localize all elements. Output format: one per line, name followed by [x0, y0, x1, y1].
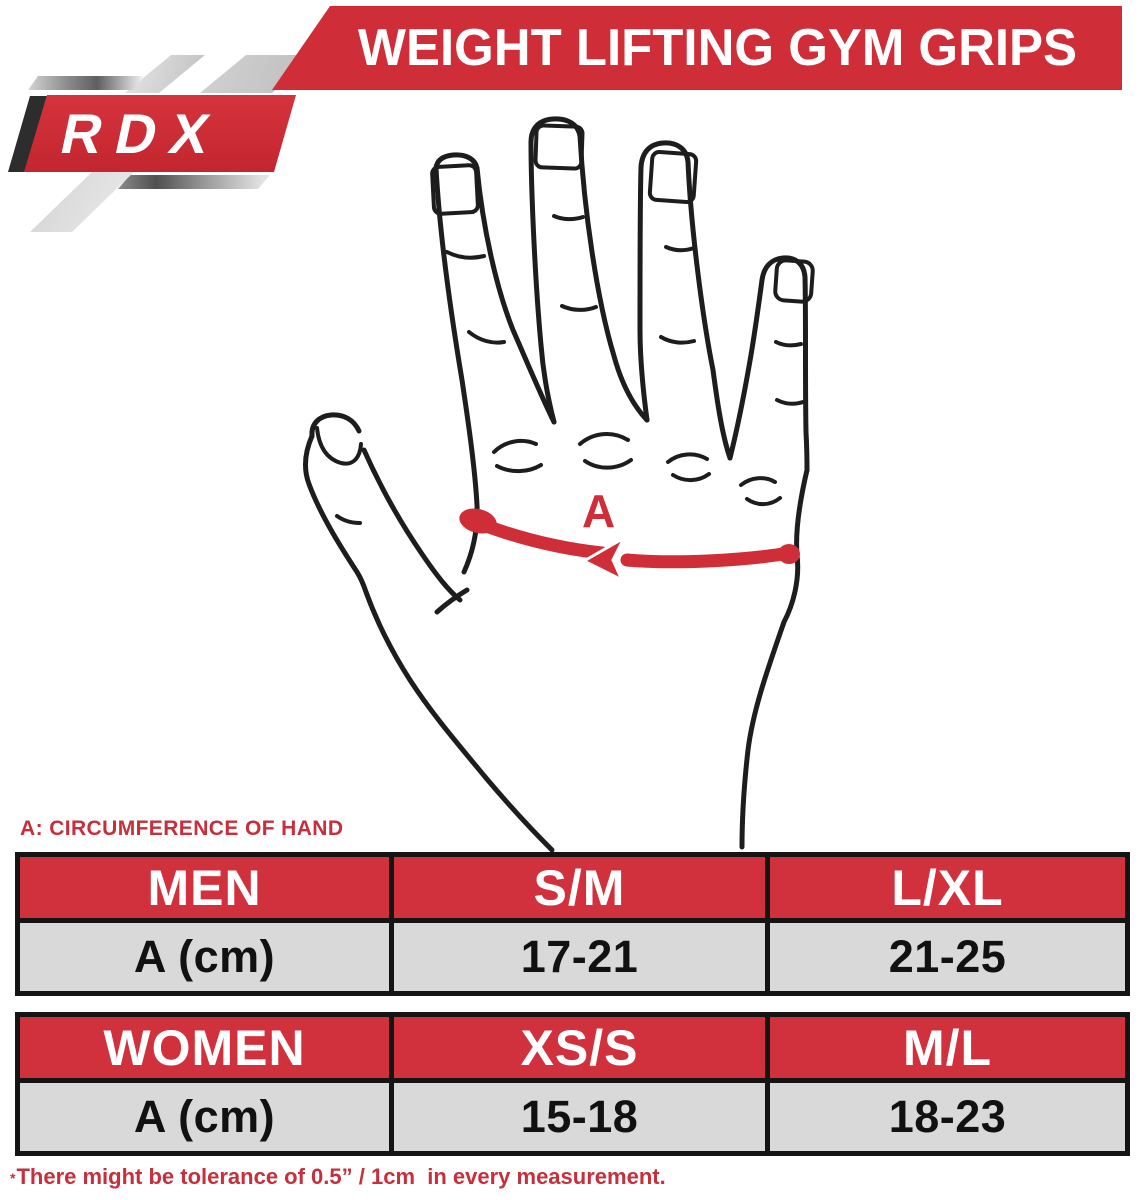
- size-table-women: WOMEN XS/S M/L A (cm) 15-18 18-23: [15, 1012, 1130, 1156]
- table-data-cell: A (cm): [20, 923, 394, 991]
- table-header-cell: M/L: [902, 1019, 993, 1076]
- page-title: WEIGHT LIFTING GYM GRIPS: [358, 19, 1078, 77]
- footnote-marker: *: [10, 1170, 16, 1186]
- footnote-text: There might be tolerance of 0.5” / 1cm i…: [16, 1164, 666, 1189]
- table-header-cell: XS/S: [394, 1017, 770, 1078]
- measure-note: A: CIRCUMFERENCE OF HAND: [20, 817, 344, 840]
- thin-stripe-above-logo: [28, 76, 143, 90]
- table-data-cell: A (cm): [20, 1083, 394, 1151]
- table-header-cell: WOMEN: [20, 1017, 394, 1078]
- men-data-row: A (cm) 17-21 21-25: [20, 923, 1125, 991]
- rdx-logo: [24, 95, 296, 172]
- measure-letter-label: A: [582, 485, 616, 537]
- table-data-cell: 18-23: [888, 1091, 1007, 1142]
- thin-stripe-below-logo: [118, 175, 270, 189]
- women-header-row: WOMEN XS/S M/L: [20, 1017, 1125, 1083]
- table-header-cell: L/XL: [891, 859, 1004, 916]
- tolerance-footnote: *There might be tolerance of 0.5” / 1cm …: [10, 1164, 666, 1190]
- men-header-row: MEN S/M L/XL: [20, 857, 1125, 923]
- table-data-cell: 17-21: [394, 923, 770, 991]
- table-header-cell: MEN: [20, 857, 394, 918]
- women-data-row: A (cm) 15-18 18-23: [20, 1083, 1125, 1151]
- title-banner: WEIGHT LIFTING GYM GRIPS: [272, 6, 1122, 90]
- table-header-cell: S/M: [394, 857, 770, 918]
- table-data-cell: 15-18: [394, 1083, 770, 1151]
- circumference-arrow: [459, 508, 800, 584]
- size-table-men: MEN S/M L/XL A (cm) 17-21 21-25: [15, 852, 1130, 996]
- table-data-cell: 21-25: [888, 931, 1007, 982]
